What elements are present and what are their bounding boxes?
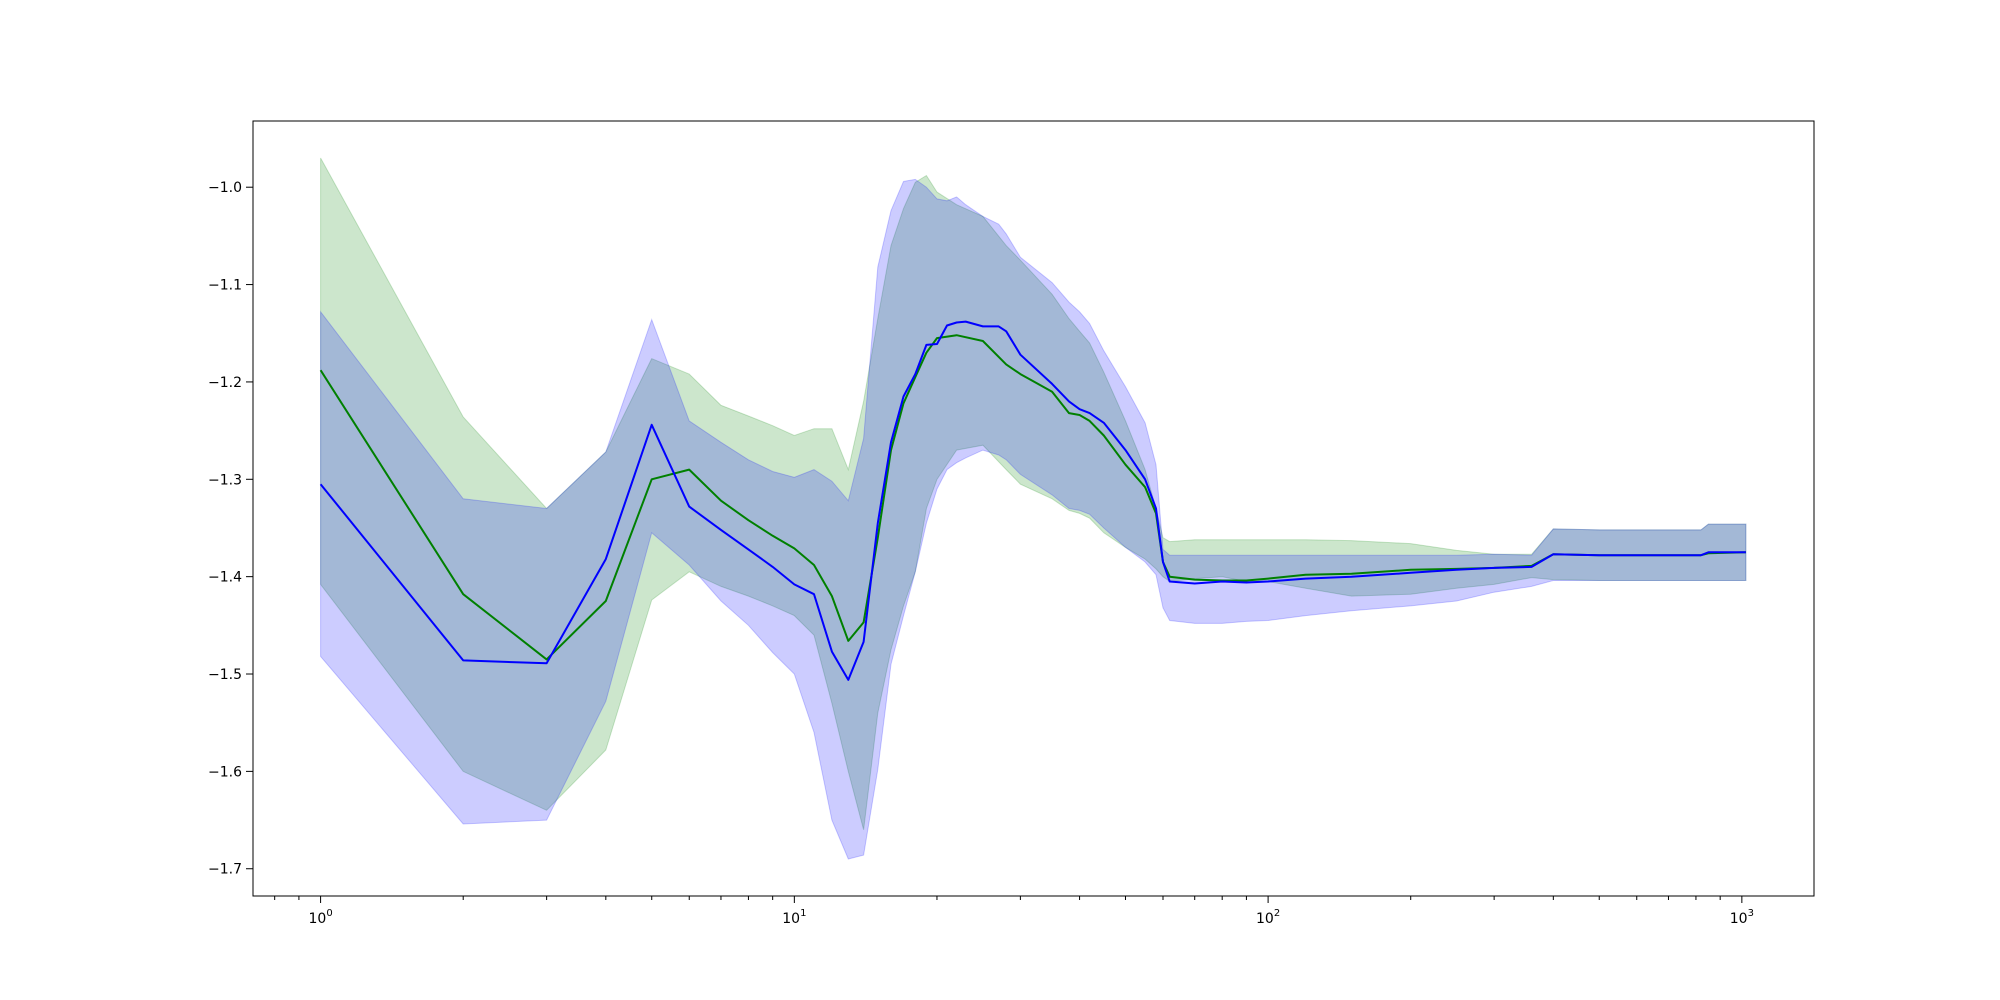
series-2-line [319,320,1746,681]
y-tick-label: −1.0 [208,180,242,196]
series-1-confidence-band [320,157,1747,830]
y-tick-label: −1.3 [208,472,242,488]
y-tick-label: −1.2 [208,375,242,391]
y-tick-label: −1.7 [208,862,242,878]
series-2-confidence-band [320,178,1747,860]
y-axis: −1.0 −1.1 −1.2 −1.3 −1.4 −1.5 −1.6 −1.7 [208,180,253,878]
y-tick-label: −1.1 [208,278,242,294]
series-lines [319,320,1746,681]
x-tick-label: 102 [1256,908,1280,927]
x-tick-label: 101 [782,908,806,927]
x-axis: 100 101 102 103 [274,896,1754,927]
plot-area-frame [252,120,1815,897]
y-tick-label: −1.5 [208,667,242,683]
confidence-bands [320,157,1747,860]
x-tick-label: 100 [308,908,332,927]
y-tick-label: −1.6 [208,764,242,780]
x-tick-label: 103 [1730,908,1754,927]
y-tick-label: −1.4 [208,570,242,586]
